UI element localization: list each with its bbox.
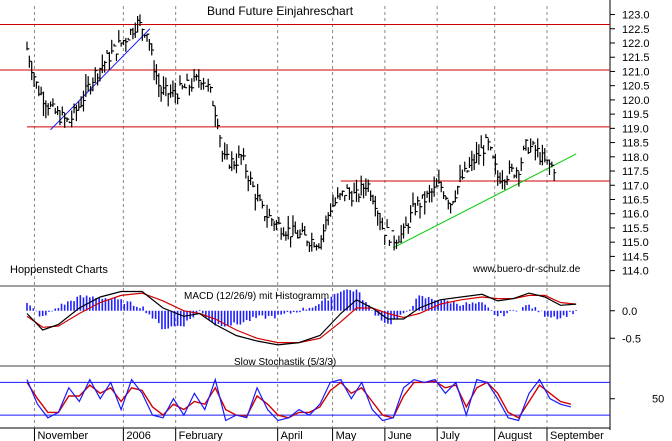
price-y-label-12: 120.0 (622, 95, 650, 107)
price-y-label-9: 118.5 (622, 138, 649, 150)
x-tick-label-6: July (440, 430, 460, 441)
price-y-label-11: 119.5 (622, 109, 649, 121)
stoch-d-line (26, 380, 572, 419)
trend-line-1 (392, 153, 577, 249)
price-y-label-6: 117.0 (622, 180, 649, 192)
price-y-label-10: 119.0 (622, 123, 649, 135)
macd-label: MACD (12/26/9) mit Histogramm (184, 291, 329, 302)
x-tick-label-1: 2006 (126, 430, 150, 441)
source-right-label: www.buero-dr-schulz.de (472, 264, 581, 275)
macd-y-label-0: 0.0 (622, 306, 637, 318)
source-left-label: Hoppenstedt Charts (10, 264, 108, 276)
x-tick-label-0: November (37, 430, 88, 441)
price-y-label-16: 122.0 (622, 38, 650, 50)
price-y-label-15: 121.5 (622, 52, 650, 64)
macd-signal-line (26, 292, 577, 344)
chart-title: Bund Future Einjahreschart (207, 4, 354, 18)
macd-line (26, 290, 577, 346)
stochastic-label: Slow Stochastik (5/3/3) (234, 357, 336, 368)
x-tick-label-5: June (388, 430, 412, 441)
price-y-label-4: 116.0 (622, 209, 649, 221)
macd-y-label-1: -0.5 (622, 333, 641, 345)
price-bar (552, 164, 557, 181)
x-tick-label-2: February (179, 430, 224, 441)
price-y-label-5: 116.5 (622, 194, 649, 206)
price-y-label-2: 115.0 (622, 237, 649, 249)
price-y-label-14: 121.0 (622, 66, 650, 78)
stoch-k-line (26, 377, 572, 422)
price-y-label-13: 120.5 (622, 81, 650, 93)
x-tick-label-7: August (498, 430, 532, 441)
x-tick-label-4: May (336, 430, 357, 441)
price-y-label-0: 114.0 (622, 266, 649, 278)
price-y-label-17: 122.5 (622, 24, 650, 36)
x-tick-label-8: September (550, 430, 604, 441)
stoch-y-label-0: 50 (652, 394, 664, 406)
price-y-label-1: 114.5 (622, 251, 649, 263)
price-y-label-3: 115.5 (622, 223, 649, 235)
price-y-label-18: 123.0 (622, 10, 650, 22)
price-y-label-8: 118.0 (622, 152, 649, 164)
x-tick-label-3: April (281, 430, 303, 441)
price-y-label-7: 117.5 (622, 166, 649, 178)
plot-area (0, 0, 610, 427)
